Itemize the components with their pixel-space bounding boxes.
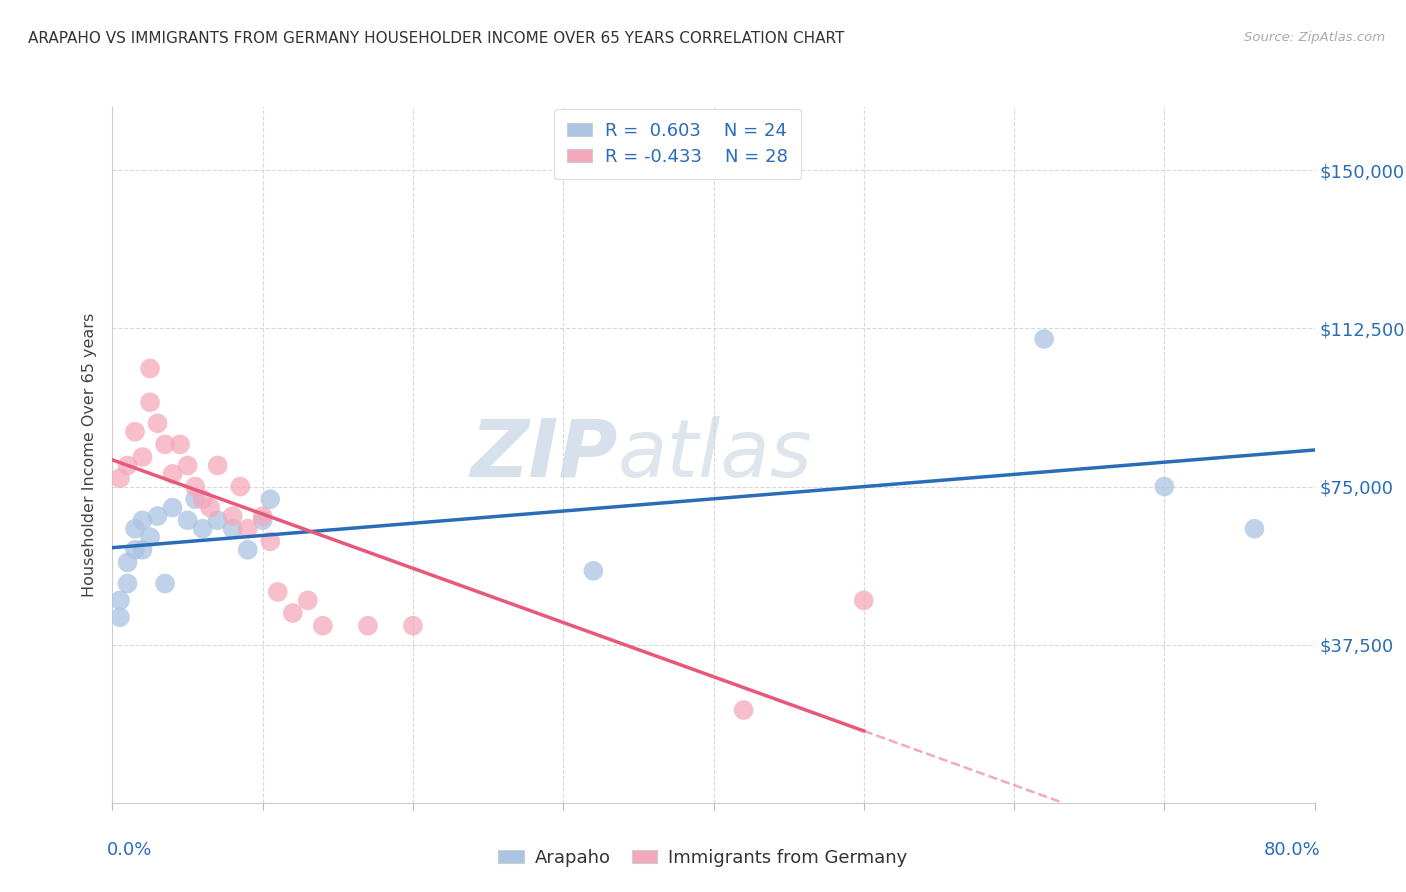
Point xyxy=(108,610,131,624)
Point xyxy=(131,542,153,557)
Text: ARAPAHO VS IMMIGRANTS FROM GERMANY HOUSEHOLDER INCOME OVER 65 YEARS CORRELATION : ARAPAHO VS IMMIGRANTS FROM GERMANY HOUSE… xyxy=(28,31,845,46)
Point xyxy=(229,479,252,493)
Text: ZIP: ZIP xyxy=(470,416,617,494)
Point xyxy=(153,576,176,591)
Text: atlas: atlas xyxy=(617,416,813,494)
Point xyxy=(236,522,259,536)
Point xyxy=(1033,332,1056,346)
Point xyxy=(169,437,191,451)
Point xyxy=(852,593,875,607)
Point xyxy=(222,509,245,524)
Point xyxy=(124,425,146,439)
Point xyxy=(191,492,214,507)
Point xyxy=(207,513,229,527)
Point xyxy=(139,395,162,409)
Point xyxy=(207,458,229,473)
Point xyxy=(117,556,139,570)
Point xyxy=(198,500,221,515)
Point xyxy=(153,437,176,451)
Point xyxy=(297,593,319,607)
Point xyxy=(117,576,139,591)
Point xyxy=(236,542,259,557)
Point xyxy=(146,417,169,431)
Text: 80.0%: 80.0% xyxy=(1264,841,1320,859)
Point xyxy=(267,585,290,599)
Point xyxy=(176,513,198,527)
Legend: Arapaho, Immigrants from Germany: Arapaho, Immigrants from Germany xyxy=(491,842,915,874)
Legend: R =  0.603    N = 24, R = -0.433    N = 28: R = 0.603 N = 24, R = -0.433 N = 28 xyxy=(554,109,800,178)
Point xyxy=(131,450,153,464)
Y-axis label: Householder Income Over 65 years: Householder Income Over 65 years xyxy=(82,313,97,597)
Point xyxy=(184,479,207,493)
Point xyxy=(259,492,281,507)
Point xyxy=(252,509,274,524)
Point xyxy=(281,606,304,620)
Point xyxy=(108,471,131,485)
Point xyxy=(139,361,162,376)
Point xyxy=(117,458,139,473)
Point xyxy=(1243,522,1265,536)
Text: Source: ZipAtlas.com: Source: ZipAtlas.com xyxy=(1244,31,1385,45)
Point xyxy=(252,513,274,527)
Point xyxy=(402,618,425,632)
Point xyxy=(139,530,162,544)
Point xyxy=(582,564,605,578)
Point xyxy=(176,458,198,473)
Point xyxy=(222,522,245,536)
Point xyxy=(124,522,146,536)
Point xyxy=(357,618,380,632)
Point xyxy=(146,509,169,524)
Point xyxy=(162,500,184,515)
Point xyxy=(184,492,207,507)
Point xyxy=(108,593,131,607)
Point xyxy=(259,534,281,549)
Point xyxy=(1153,479,1175,493)
Text: 0.0%: 0.0% xyxy=(107,841,152,859)
Point xyxy=(733,703,755,717)
Point xyxy=(312,618,335,632)
Point xyxy=(191,522,214,536)
Point xyxy=(131,513,153,527)
Point xyxy=(124,542,146,557)
Point xyxy=(162,467,184,481)
